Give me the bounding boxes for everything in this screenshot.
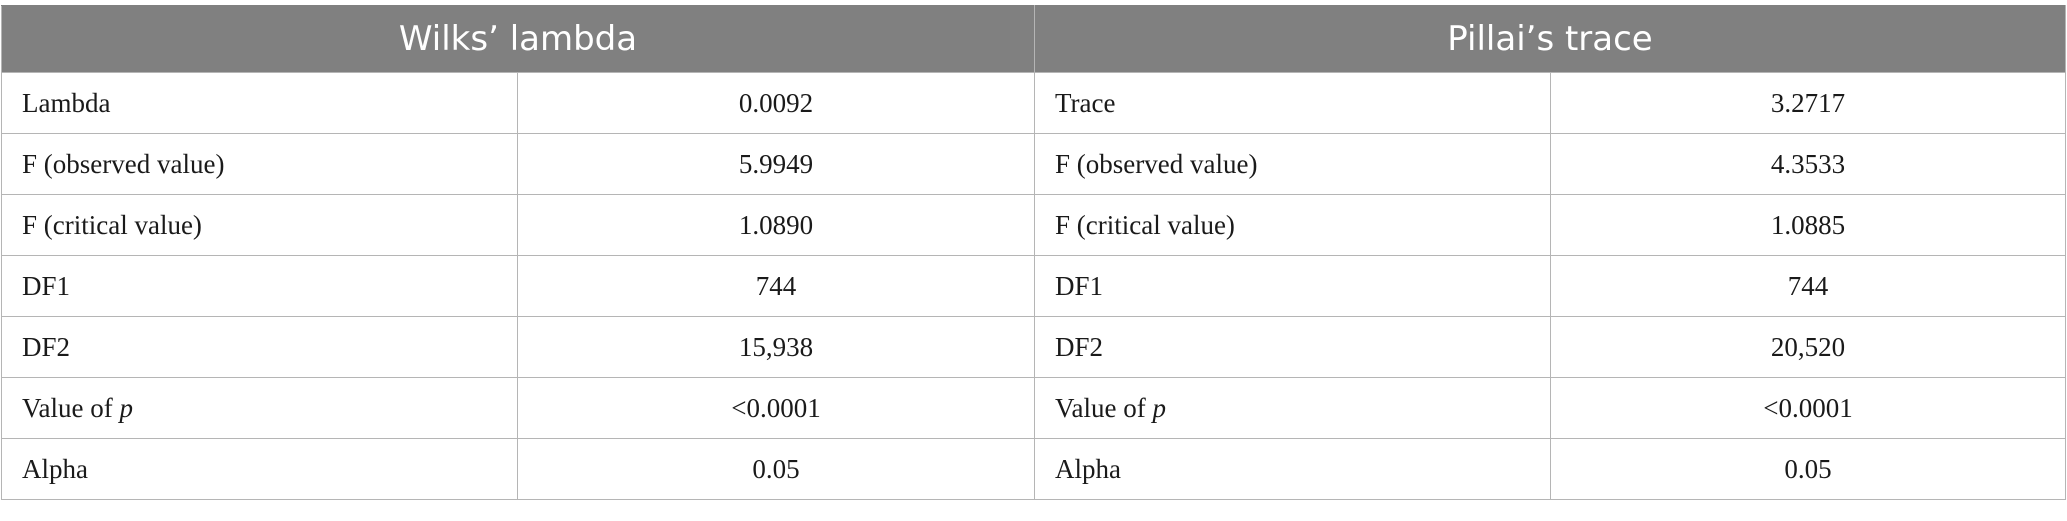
- row-label-df1: DF1: [1, 255, 518, 317]
- label-prefix: Value of: [1055, 392, 1153, 423]
- row-value-df1: 744: [1550, 255, 2066, 317]
- row-label-f-observed: F (observed value): [1, 133, 518, 195]
- table-row: F (critical value) 1.0890 F (critical va…: [1, 194, 2066, 256]
- row-value-lambda: 0.0092: [517, 72, 1035, 134]
- table-row: Value of p <0.0001 Value of p <0.0001: [1, 377, 2066, 439]
- row-value-alpha: 0.05: [1550, 438, 2066, 500]
- row-label-f-critical: F (critical value): [1, 194, 518, 256]
- statistics-table: Wilks’ lambda Pillai’s trace Lambda 0.00…: [1, 5, 2066, 500]
- table-row: F (observed value) 5.9949 F (observed va…: [1, 133, 2066, 195]
- row-label-f-critical: F (critical value): [1034, 194, 1551, 256]
- label-prefix: Value of: [22, 392, 120, 423]
- row-value-trace: 3.2717: [1550, 72, 2066, 134]
- header-wilks-lambda: Wilks’ lambda: [1, 5, 1035, 73]
- row-label-df1: DF1: [1034, 255, 1551, 317]
- row-label-f-observed: F (observed value): [1034, 133, 1551, 195]
- row-value-df1: 744: [517, 255, 1035, 317]
- table-row: DF1 744 DF1 744: [1, 255, 2066, 317]
- row-label-df2: DF2: [1034, 316, 1551, 378]
- row-value-df2: 15,938: [517, 316, 1035, 378]
- table-row: Alpha 0.05 Alpha 0.05: [1, 438, 2066, 500]
- row-value-p-value: <0.0001: [1550, 377, 2066, 439]
- row-label-p-value: Value of p: [1, 377, 518, 439]
- row-label-df2: DF2: [1, 316, 518, 378]
- row-label-trace: Trace: [1034, 72, 1551, 134]
- row-value-f-observed: 5.9949: [517, 133, 1035, 195]
- row-value-df2: 20,520: [1550, 316, 2066, 378]
- label-italic-p: p: [1152, 392, 1166, 423]
- table-row: DF2 15,938 DF2 20,520: [1, 316, 2066, 378]
- table-row: Lambda 0.0092 Trace 3.2717: [1, 72, 2066, 134]
- label-italic-p: p: [119, 392, 133, 423]
- row-value-f-observed: 4.3533: [1550, 133, 2066, 195]
- header-row: Wilks’ lambda Pillai’s trace: [1, 5, 2066, 73]
- row-value-f-critical: 1.0890: [517, 194, 1035, 256]
- row-label-p-value: Value of p: [1034, 377, 1551, 439]
- row-label-alpha: Alpha: [1034, 438, 1551, 500]
- row-value-f-critical: 1.0885: [1550, 194, 2066, 256]
- row-label-alpha: Alpha: [1, 438, 518, 500]
- row-label-lambda: Lambda: [1, 72, 518, 134]
- header-pillais-trace: Pillai’s trace: [1034, 5, 2066, 73]
- row-value-alpha: 0.05: [517, 438, 1035, 500]
- row-value-p-value: <0.0001: [517, 377, 1035, 439]
